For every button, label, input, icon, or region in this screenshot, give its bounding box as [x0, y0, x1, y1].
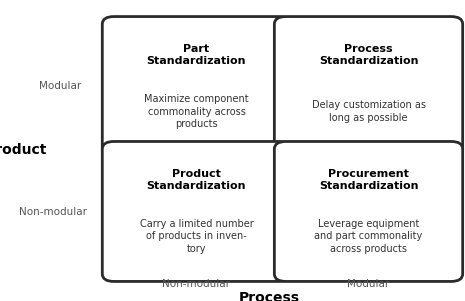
Text: Non-modular: Non-modular — [20, 207, 87, 217]
Text: Product
Standardization: Product Standardization — [147, 169, 246, 191]
Text: Maximize component
commonality across
products: Maximize component commonality across pr… — [144, 94, 249, 129]
Text: Carry a limited number
of products in inven-
tory: Carry a limited number of products in in… — [140, 219, 253, 254]
Text: Non-modular: Non-modular — [162, 279, 230, 290]
Text: Procurement
Standardization: Procurement Standardization — [319, 169, 418, 191]
Text: Modular: Modular — [347, 279, 389, 290]
FancyBboxPatch shape — [102, 141, 291, 281]
Text: Delay customization as
long as possible: Delay customization as long as possible — [312, 100, 425, 123]
FancyBboxPatch shape — [274, 17, 463, 157]
Text: Modular: Modular — [40, 81, 81, 91]
FancyBboxPatch shape — [102, 17, 291, 157]
Text: Leverage equipment
and part commonality
across products: Leverage equipment and part commonality … — [314, 219, 423, 254]
FancyBboxPatch shape — [274, 141, 463, 281]
Text: Process
Standardization: Process Standardization — [319, 44, 418, 66]
Text: Part
Standardization: Part Standardization — [147, 44, 246, 66]
Text: Process: Process — [239, 291, 300, 301]
Text: Product: Product — [0, 144, 47, 157]
